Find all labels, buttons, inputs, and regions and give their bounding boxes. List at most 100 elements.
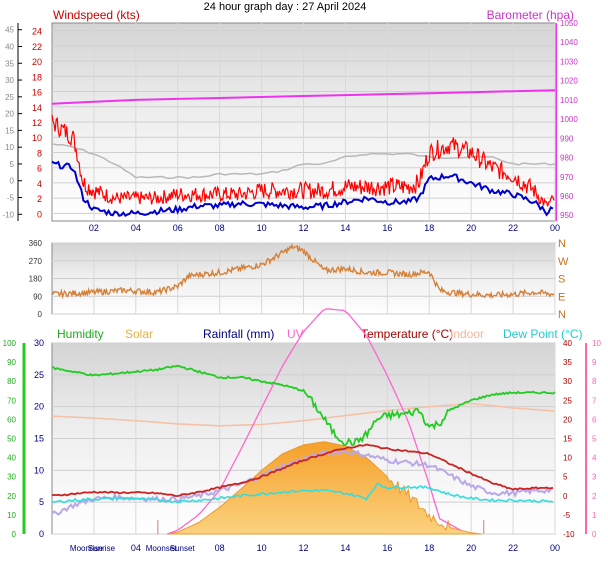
wind-x-ticks: 02 04 06 08 10 12 14 16 18 20 22 00 (89, 223, 560, 233)
uv-tick-label: 7 (592, 396, 597, 405)
humidity-tick-label: 100 (3, 339, 17, 348)
humidity-tick-label: 90 (7, 358, 16, 367)
humidity-tick-label: 20 (7, 492, 16, 501)
barometer-tick-label: 970 (560, 173, 574, 182)
temp-right-tick-label: 15 (563, 435, 572, 444)
temp-right-tick-label: 35 (563, 358, 572, 367)
outer-y-tick-label: 15 (5, 126, 14, 135)
temp-right-tick-label: -10 (563, 530, 575, 539)
wind-y-tick-label: 6 (37, 164, 42, 174)
wind-y-tick-label: 10 (32, 133, 42, 143)
barometer-tick-label: 1000 (560, 115, 578, 124)
wind-y-tick-label: 18 (32, 72, 42, 82)
temp-right-tick-label: 10 (563, 454, 572, 463)
humidity-tick-label: 0 (12, 530, 17, 539)
temperature-x-tick-label: 14 (340, 543, 350, 553)
outer-y-tick-label: -10 (2, 210, 14, 219)
outer-y-tick-label: 40 (5, 42, 14, 51)
wind-x-tick-label: 12 (298, 223, 308, 233)
wind-y-tick-label: 14 (32, 103, 42, 113)
wind-x-tick-label: 22 (508, 223, 518, 233)
legend-dew-point: Dew Point (°C) (503, 327, 582, 341)
uv-tick-label: 8 (592, 377, 597, 386)
legend-rainfall: Rainfall (mm) (203, 327, 274, 341)
direction-y-tick-label: 90 (33, 292, 42, 301)
grey-trace-line (51, 143, 556, 180)
outer-y-tick-label: 35 (5, 59, 14, 68)
wind-barometer-panel: Windspeed (kts) Barometer (hpa) 24222018… (2, 8, 578, 233)
barometer-tick-label: 980 (560, 154, 574, 163)
page-title: 24 hour graph day : 27 April 2024 (204, 1, 367, 13)
direction-line (51, 243, 555, 300)
legend-indoor: Indoor (450, 327, 484, 341)
humidity-line (51, 364, 556, 447)
windspeed-title: Windspeed (kts) (53, 8, 140, 22)
uv-tick-label: 10 (592, 339, 601, 348)
temp-right-tick-label: 30 (563, 377, 572, 386)
humidity-tick-label: 50 (7, 435, 16, 444)
legend-humidity: Humidity (57, 327, 104, 341)
moonset-label: Moonset (146, 544, 177, 553)
barometer-tick-label: 1050 (560, 19, 578, 28)
temp-right-tick-label: 40 (563, 339, 572, 348)
humidity-tick-label: 60 (7, 415, 16, 424)
humidity-tick-label: 30 (7, 473, 16, 482)
barometer-tick-label: 1020 (560, 77, 578, 86)
temperature-y-ticks: 3025201510501009080706050403020100403530… (3, 338, 602, 539)
indoor-line (51, 402, 556, 427)
compass-label: E (558, 291, 565, 303)
uv-tick-label: 3 (592, 473, 597, 482)
compass-label: S (558, 274, 565, 286)
temp-right-tick-label: -5 (563, 511, 571, 520)
temp-left-tick-label: 5 (39, 497, 44, 507)
compass-label: W (558, 256, 569, 268)
wind-x-tick-label: 02 (89, 223, 99, 233)
barometer-tick-label: 960 (560, 192, 574, 201)
temp-left-tick-label: 25 (34, 370, 44, 380)
temperature-panel: Humidity Solar Rainfall (mm) UV Temperat… (3, 308, 602, 553)
temp-left-tick-label: 20 (34, 402, 44, 412)
uv-tick-label: 6 (592, 415, 597, 424)
wind-x-tick-label: 00 (550, 223, 560, 233)
wind-y-tick-label: 12 (32, 118, 42, 128)
temperature-x-tick-label: 20 (466, 543, 476, 553)
wind-y-tick-label: 2 (37, 194, 42, 204)
temperature-x-tick-label: 04 (131, 543, 141, 553)
wind-x-tick-label: 16 (382, 223, 392, 233)
dew-point-line (51, 482, 554, 504)
temp-left-tick-label: 10 (34, 465, 44, 475)
wind-y-tick-label: 22 (32, 42, 42, 52)
sunset-label: Sunset (170, 544, 196, 553)
temperature-series (51, 308, 556, 535)
direction-y-tick-label: 360 (29, 239, 43, 248)
outer-y-tick-label: 0 (10, 177, 15, 186)
humidity-tick-label: 70 (7, 396, 16, 405)
moonrise-label: Moonrise (70, 544, 103, 553)
temperature-x-tick-label: 18 (424, 543, 434, 553)
barometer-title: Barometer (hpa) (487, 8, 574, 22)
humidity-tick-label: 10 (7, 511, 16, 520)
temp-right-tick-label: 20 (563, 415, 572, 424)
direction-y-tick-label: 0 (38, 310, 43, 319)
outer-y-tick-label: -5 (7, 194, 15, 203)
temperature-line (51, 443, 554, 497)
uv-tick-label: 4 (592, 454, 597, 463)
wind-x-tick-label: 14 (340, 223, 350, 233)
direction-y-ticks: 360 270 180 90 0 (29, 239, 43, 319)
wind-gust-line (51, 114, 555, 207)
wind-y-tick-label: 0 (37, 209, 42, 219)
humidity-tick-label: 80 (7, 377, 16, 386)
temperature-x-tick-label: 10 (257, 543, 267, 553)
wind-y-tick-label: 16 (32, 88, 42, 98)
temperature-x-ticks: 04 08 10 12 14 16 18 20 22 00 (131, 543, 560, 553)
temp-left-tick-label: 30 (34, 338, 44, 348)
uv-tick-label: 0 (592, 530, 597, 539)
wind-y-tick-label: 20 (32, 57, 42, 67)
temperature-x-tick-label: 12 (298, 543, 308, 553)
compass-label: N (558, 238, 566, 250)
wind-y-ticks: 242220181614121086420454035302520151050-… (2, 19, 578, 220)
